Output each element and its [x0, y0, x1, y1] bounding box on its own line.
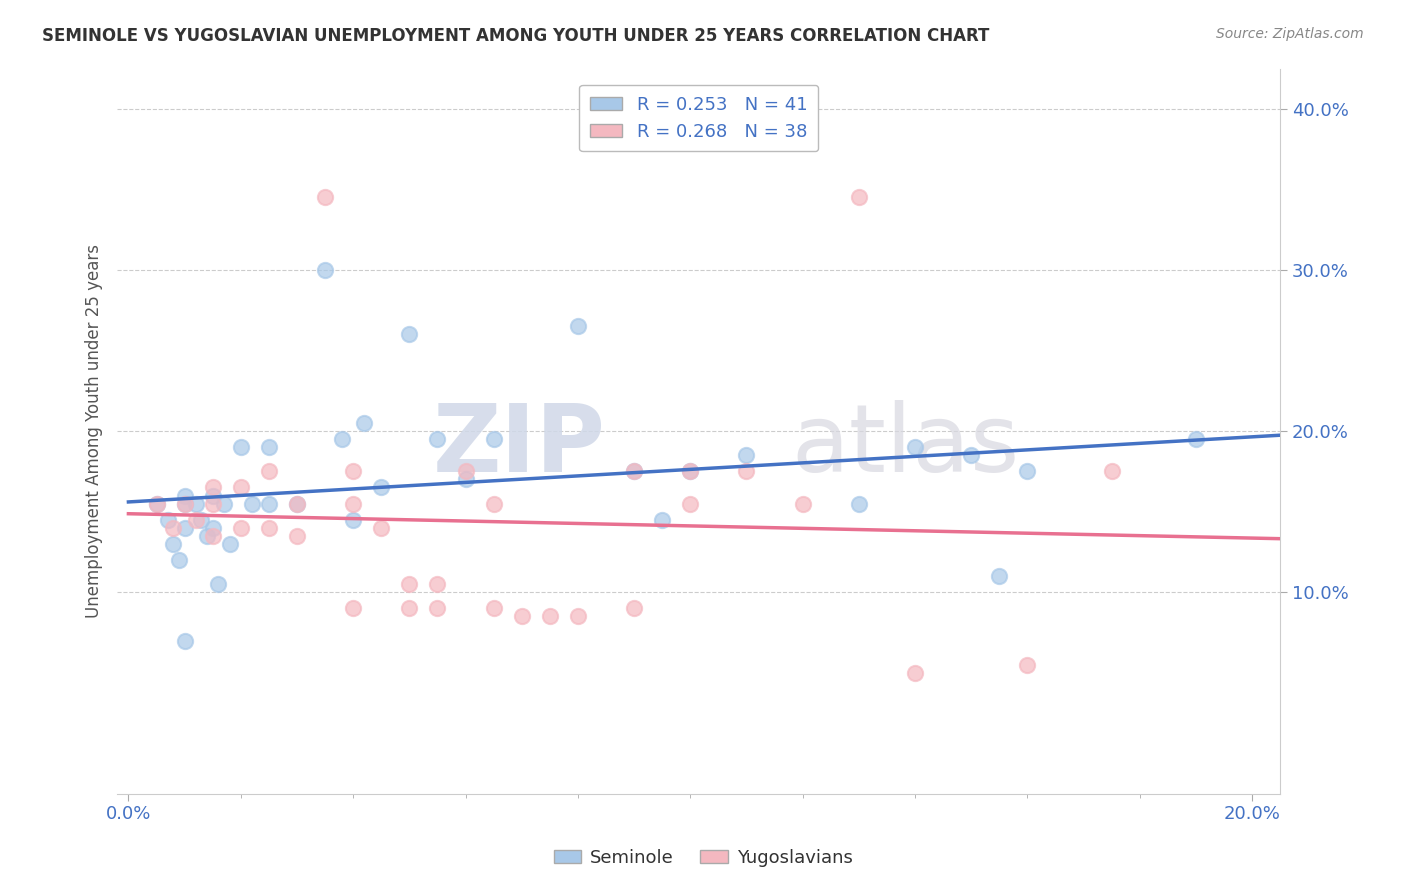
Point — [145, 497, 167, 511]
Point — [454, 472, 477, 486]
Point — [623, 464, 645, 478]
Point — [156, 513, 179, 527]
Point — [285, 497, 308, 511]
Point — [195, 529, 218, 543]
Text: SEMINOLE VS YUGOSLAVIAN UNEMPLOYMENT AMONG YOUTH UNDER 25 YEARS CORRELATION CHAR: SEMINOLE VS YUGOSLAVIAN UNEMPLOYMENT AMO… — [42, 27, 990, 45]
Point — [370, 481, 392, 495]
Point — [848, 497, 870, 511]
Point — [342, 513, 364, 527]
Point — [229, 440, 252, 454]
Point — [848, 190, 870, 204]
Point — [173, 497, 195, 511]
Point — [190, 513, 212, 527]
Point — [229, 481, 252, 495]
Point — [904, 440, 927, 454]
Point — [342, 601, 364, 615]
Point — [398, 577, 420, 591]
Point — [426, 432, 449, 446]
Point — [1017, 657, 1039, 672]
Point — [679, 464, 702, 478]
Point — [207, 577, 229, 591]
Point — [201, 481, 224, 495]
Point — [679, 464, 702, 478]
Point — [398, 327, 420, 342]
Legend: R = 0.253   N = 41, R = 0.268   N = 38: R = 0.253 N = 41, R = 0.268 N = 38 — [579, 85, 818, 152]
Point — [454, 464, 477, 478]
Point — [735, 448, 758, 462]
Point — [679, 497, 702, 511]
Point — [398, 601, 420, 615]
Point — [623, 464, 645, 478]
Point — [184, 513, 207, 527]
Point — [567, 609, 589, 624]
Point — [426, 601, 449, 615]
Point — [988, 569, 1011, 583]
Point — [257, 464, 280, 478]
Point — [1101, 464, 1123, 478]
Point — [314, 190, 336, 204]
Point — [257, 440, 280, 454]
Point — [342, 464, 364, 478]
Point — [173, 633, 195, 648]
Point — [960, 448, 983, 462]
Point — [201, 497, 224, 511]
Point — [342, 497, 364, 511]
Point — [651, 513, 673, 527]
Point — [538, 609, 561, 624]
Y-axis label: Unemployment Among Youth under 25 years: Unemployment Among Youth under 25 years — [86, 244, 103, 618]
Point — [1017, 464, 1039, 478]
Point — [1185, 432, 1208, 446]
Point — [162, 521, 184, 535]
Point — [314, 263, 336, 277]
Point — [212, 497, 235, 511]
Point — [201, 489, 224, 503]
Point — [201, 529, 224, 543]
Point — [257, 521, 280, 535]
Point — [370, 521, 392, 535]
Point — [184, 497, 207, 511]
Point — [353, 416, 375, 430]
Point — [218, 537, 240, 551]
Point — [173, 489, 195, 503]
Point — [482, 601, 505, 615]
Point — [330, 432, 353, 446]
Text: atlas: atlas — [792, 400, 1019, 491]
Text: ZIP: ZIP — [433, 400, 606, 491]
Point — [735, 464, 758, 478]
Point — [145, 497, 167, 511]
Point — [482, 432, 505, 446]
Point — [482, 497, 505, 511]
Point — [201, 521, 224, 535]
Legend: Seminole, Yugoslavians: Seminole, Yugoslavians — [547, 842, 859, 874]
Point — [229, 521, 252, 535]
Point — [240, 497, 263, 511]
Point — [285, 529, 308, 543]
Text: Source: ZipAtlas.com: Source: ZipAtlas.com — [1216, 27, 1364, 41]
Point — [426, 577, 449, 591]
Point — [173, 497, 195, 511]
Point — [167, 553, 190, 567]
Point — [257, 497, 280, 511]
Point — [792, 497, 814, 511]
Point — [285, 497, 308, 511]
Point — [567, 319, 589, 334]
Point — [904, 665, 927, 680]
Point — [162, 537, 184, 551]
Point — [510, 609, 533, 624]
Point — [623, 601, 645, 615]
Point — [173, 521, 195, 535]
